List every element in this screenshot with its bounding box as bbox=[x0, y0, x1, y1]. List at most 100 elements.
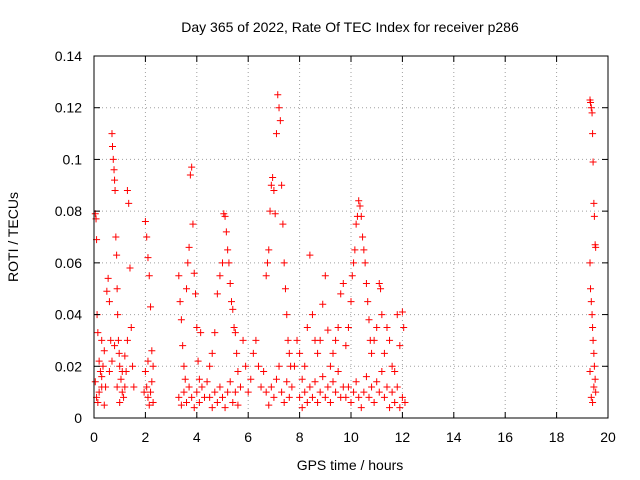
data-point bbox=[108, 357, 116, 365]
data-point bbox=[206, 393, 214, 401]
data-point bbox=[280, 259, 288, 267]
data-point bbox=[276, 117, 284, 125]
data-point bbox=[234, 401, 242, 409]
data-point bbox=[275, 362, 283, 370]
data-point bbox=[355, 197, 363, 205]
data-point bbox=[148, 347, 156, 355]
data-point bbox=[109, 143, 117, 150]
data-point bbox=[370, 398, 378, 406]
data-point bbox=[351, 246, 359, 254]
data-point bbox=[229, 398, 237, 406]
data-point bbox=[192, 290, 200, 298]
data-point bbox=[590, 199, 598, 207]
data-point bbox=[388, 362, 396, 370]
data-point bbox=[352, 220, 360, 228]
data-point bbox=[262, 272, 270, 280]
data-point bbox=[290, 362, 298, 370]
data-point bbox=[589, 158, 597, 166]
data-point bbox=[265, 401, 273, 409]
data-point bbox=[216, 272, 224, 280]
y-tick-label: 0.02 bbox=[55, 358, 82, 374]
data-point bbox=[344, 324, 352, 331]
data-point bbox=[587, 99, 595, 107]
data-point bbox=[588, 109, 596, 117]
data-point bbox=[373, 378, 381, 386]
data-point bbox=[188, 163, 196, 171]
data-point bbox=[102, 383, 110, 391]
data-point bbox=[226, 378, 234, 386]
data-point bbox=[244, 388, 252, 396]
chart-title: Day 365 of 2022, Rate Of TEC Index for r… bbox=[181, 19, 519, 35]
data-point bbox=[314, 398, 322, 406]
data-point bbox=[221, 212, 229, 220]
y-tick-label: 0.06 bbox=[55, 255, 82, 271]
data-point bbox=[184, 259, 192, 267]
data-point bbox=[378, 367, 386, 375]
data-point bbox=[117, 375, 125, 383]
data-point bbox=[230, 324, 238, 331]
data-point bbox=[148, 378, 156, 386]
data-point bbox=[190, 404, 198, 412]
data-point bbox=[257, 383, 265, 391]
data-point bbox=[95, 357, 103, 365]
data-point bbox=[396, 342, 404, 350]
data-point bbox=[103, 287, 111, 295]
data-point bbox=[587, 285, 595, 293]
data-point bbox=[116, 398, 124, 406]
data-point bbox=[380, 393, 388, 401]
grid-lines bbox=[94, 56, 608, 418]
data-point bbox=[272, 375, 280, 383]
data-points bbox=[91, 91, 600, 412]
data-point bbox=[221, 404, 229, 412]
data-point bbox=[301, 388, 309, 396]
data-point bbox=[185, 243, 193, 251]
data-point bbox=[224, 246, 232, 254]
data-point bbox=[293, 336, 301, 344]
data-point bbox=[181, 375, 189, 383]
data-point bbox=[375, 280, 383, 288]
data-point bbox=[121, 352, 129, 360]
data-point bbox=[350, 259, 358, 267]
data-point bbox=[589, 336, 597, 344]
data-point bbox=[183, 398, 191, 406]
data-point bbox=[281, 285, 289, 293]
data-point bbox=[321, 393, 329, 401]
data-point bbox=[364, 298, 372, 306]
x-tick-label: 14 bbox=[446, 429, 462, 445]
data-point bbox=[266, 207, 274, 215]
data-point bbox=[383, 383, 391, 391]
data-point bbox=[326, 398, 334, 406]
data-point bbox=[108, 130, 116, 138]
data-point bbox=[144, 357, 152, 365]
data-point bbox=[236, 383, 244, 391]
data-point bbox=[586, 367, 594, 375]
data-point bbox=[360, 388, 368, 396]
axis-ticks bbox=[93, 55, 609, 419]
data-point bbox=[98, 373, 106, 381]
x-tick-label: 16 bbox=[497, 429, 513, 445]
x-tick-label: 8 bbox=[296, 429, 304, 445]
data-point bbox=[123, 186, 131, 194]
data-point bbox=[116, 362, 124, 370]
data-point bbox=[321, 272, 329, 280]
data-point bbox=[226, 280, 234, 288]
data-point bbox=[195, 398, 203, 406]
data-point bbox=[590, 349, 598, 357]
data-point bbox=[208, 349, 216, 357]
data-point bbox=[589, 130, 597, 138]
data-point bbox=[296, 349, 304, 357]
data-point bbox=[98, 336, 106, 344]
data-point bbox=[239, 336, 247, 344]
data-point bbox=[252, 336, 260, 344]
data-point bbox=[186, 171, 194, 179]
data-point bbox=[272, 130, 280, 138]
data-point bbox=[110, 166, 118, 174]
data-point bbox=[332, 336, 340, 344]
data-point bbox=[278, 181, 286, 189]
data-point bbox=[284, 336, 292, 344]
data-point bbox=[271, 210, 279, 218]
data-point bbox=[365, 316, 373, 324]
data-point bbox=[145, 272, 153, 280]
data-point bbox=[144, 254, 152, 262]
data-point bbox=[324, 383, 332, 391]
